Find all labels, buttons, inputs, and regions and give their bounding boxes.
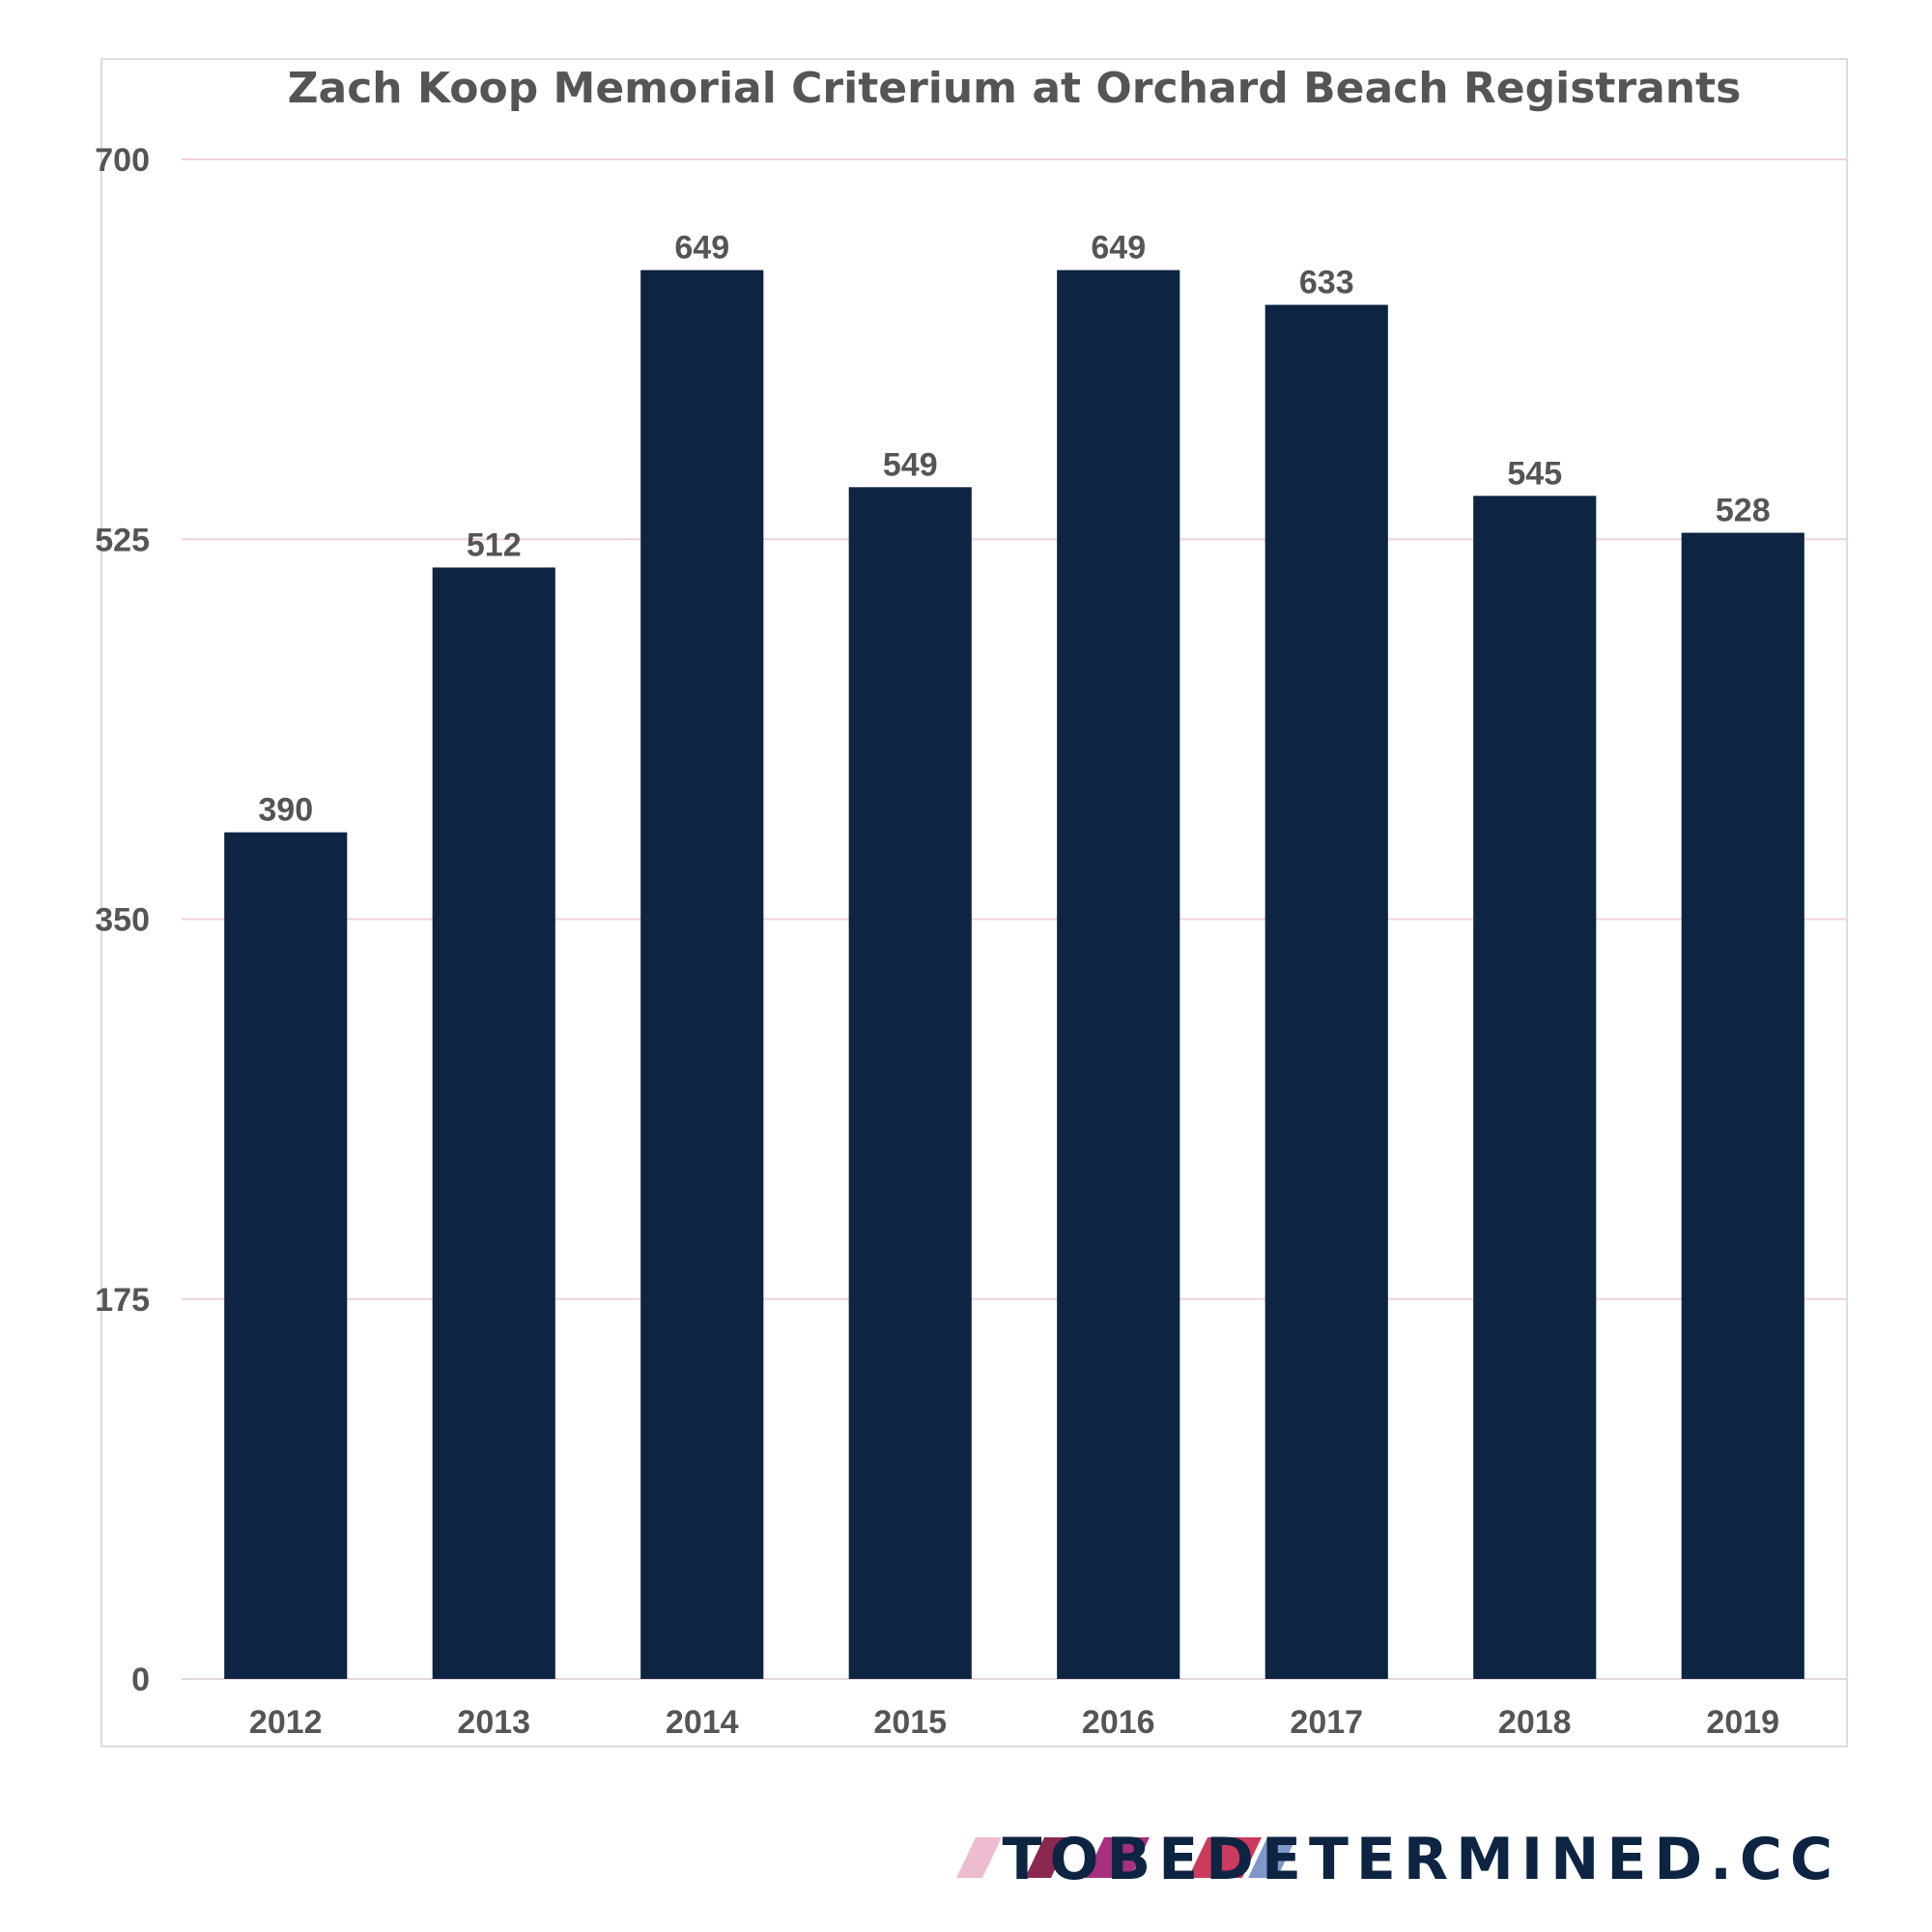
y-tick-label: 175 [95,1282,150,1319]
stripe-blue [1248,1837,1296,1878]
x-tick-label: 2015 [873,1704,947,1741]
diagonal-stripes-icon [956,1837,1296,1878]
bar [1681,532,1804,1679]
data-label: 512 [467,526,522,563]
brand-site-name: TOBEDETERMINED.CC [1003,1826,1840,1893]
bar [1057,270,1180,1680]
x-tick-label: 2013 [457,1704,530,1741]
data-label: 649 [1091,230,1146,267]
bar [1473,496,1597,1679]
data-label: 545 [1507,455,1562,492]
stripe-maroon [1025,1837,1070,1878]
bar [848,487,972,1679]
data-label: 649 [674,230,729,267]
bars [224,270,1804,1680]
brand-logo: TOBEDETERMINED.CC [956,1826,1840,1893]
bar [1264,304,1388,1679]
data-label: 633 [1299,265,1354,301]
data-label: 528 [1716,493,1771,529]
chart-title: Zach Koop Memorial Criterium at Orchard … [288,64,1742,113]
bar [640,270,764,1680]
x-tick-label: 2014 [666,1704,739,1741]
data-label: 549 [883,446,938,483]
y-tick-label: 525 [95,522,150,558]
x-tick-label: 2016 [1082,1704,1155,1741]
data-labels: 390 512 649 549 649 633 545 528 [258,230,1770,829]
stripe-purple [1085,1837,1150,1878]
stripe-light-pink [956,1837,1002,1878]
x-axis-ticks: 2012 2013 2014 2015 2016 2017 2018 2019 [249,1704,1779,1741]
x-tick-label: 2018 [1498,1704,1572,1741]
y-tick-label: 0 [131,1662,150,1698]
x-tick-label: 2012 [249,1704,323,1741]
data-label: 390 [258,792,313,829]
y-axis-ticks: 0 175 350 525 700 [95,142,150,1698]
bar [224,832,348,1679]
bar [432,567,555,1679]
x-tick-label: 2017 [1290,1704,1363,1741]
x-tick-label: 2019 [1706,1704,1779,1741]
stripe-red [1188,1837,1262,1878]
y-tick-label: 700 [95,142,150,179]
y-tick-label: 350 [95,902,150,939]
